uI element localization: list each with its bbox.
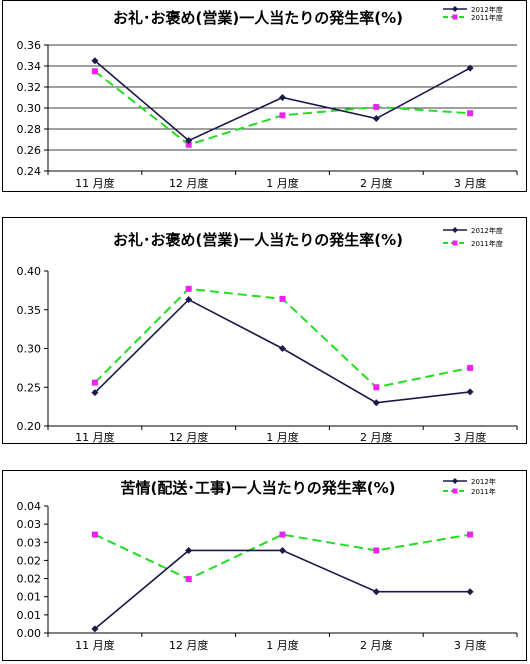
y-tick-label: 0.34 — [17, 60, 42, 73]
data-point-primary — [185, 546, 193, 554]
data-point-primary — [279, 345, 286, 352]
x-tick-label: 3 月度 — [454, 638, 487, 652]
y-tick-label: 0.40 — [17, 265, 42, 278]
x-tick-label: 1 月度 — [266, 430, 299, 444]
series-line-secondary — [94, 287, 471, 389]
x-tick-label: 1 月度 — [266, 176, 299, 190]
y-tick-label: 0.35 — [17, 304, 42, 317]
data-point-primary — [91, 625, 99, 633]
chart-title: お礼･お褒め(営業)一人当たりの発生率(%) — [113, 9, 403, 27]
x-tick-label: 2 月度 — [360, 430, 393, 444]
legend-label: 2012年 — [471, 477, 496, 486]
data-point-secondary — [373, 547, 380, 554]
chart-title: お礼･お褒め(営業)一人当たりの発生率(%) — [113, 231, 403, 249]
legend-label: 2012年度 — [471, 226, 503, 235]
y-tick-label: 0.02 — [17, 554, 42, 567]
data-point-primary — [466, 388, 474, 396]
y-tick-label: 0.04 — [17, 500, 42, 513]
chart-panel-1: お礼･お褒め(営業)一人当たりの発生率(%) 0.24 0.26 0.28 0.30 0.… — [2, 0, 527, 192]
data-point-primary — [279, 546, 286, 554]
legend-label: 2011年 — [471, 487, 496, 496]
data-point-secondary — [91, 68, 98, 75]
data-point-secondary — [185, 141, 192, 148]
legend-marker — [452, 478, 458, 484]
data-point-primary — [91, 57, 99, 65]
legend-marker — [452, 240, 458, 246]
y-tick-label: 0.20 — [17, 420, 42, 433]
x-tick-label: 2 月度 — [360, 638, 393, 652]
x-tick-label: 11 月度 — [75, 176, 115, 190]
data-point-secondary — [373, 384, 380, 391]
data-point-primary — [279, 94, 286, 101]
y-tick-label: 0.01 — [17, 591, 42, 604]
y-tick-label: 0.24 — [17, 165, 42, 178]
data-point-primary — [372, 399, 380, 407]
chart-2: お礼･お褒め(営業)一人当たりの発生率(%) 0.20 0.25 0.30 0.35 0.… — [17, 226, 518, 444]
data-point-secondary — [91, 379, 98, 386]
x-tick-label: 2 月度 — [360, 176, 393, 190]
data-point-primary — [372, 588, 380, 596]
data-point-primary — [466, 64, 474, 72]
y-tick-label: 0.01 — [17, 609, 42, 622]
y-tick-label: 0.30 — [17, 343, 42, 356]
data-point-secondary — [373, 103, 380, 110]
y-tick-label: 0.03 — [17, 518, 42, 531]
chart-panel-3: 苦情(配送･工事)一人当たりの発生率(%) 0.00 0.01 0.01 0.02 0.0… — [2, 470, 527, 661]
data-point-secondary — [279, 531, 286, 538]
x-tick-label: 12 月度 — [169, 638, 209, 652]
data-point-primary — [185, 296, 193, 304]
data-point-secondary — [467, 110, 474, 117]
y-tick-label: 0.28 — [17, 123, 42, 136]
chart-panel-2: お礼･お褒め(営業)一人当たりの発生率(%) 0.20 0.25 0.30 0.35 0.… — [2, 217, 527, 444]
legend-marker — [452, 227, 458, 233]
legend-label: 2011年度 — [471, 239, 503, 248]
data-point-secondary — [91, 531, 98, 538]
y-tick-label: 0.30 — [17, 102, 42, 115]
chart-1: お礼･お褒め(営業)一人当たりの発生率(%) 0.24 0.26 0.28 0.30 0.… — [17, 5, 518, 190]
data-point-secondary — [467, 364, 474, 371]
chart-title: 苦情(配送･工事)一人当たりの発生率(%) — [121, 479, 396, 497]
legend-marker — [452, 488, 458, 494]
data-point-secondary — [279, 112, 286, 119]
y-tick-label: 0.00 — [17, 627, 42, 640]
legend-label: 2011年度 — [471, 13, 503, 22]
y-tick-label: 0.26 — [17, 144, 42, 157]
x-tick-label: 11 月度 — [75, 638, 115, 652]
x-tick-label: 3 月度 — [454, 176, 487, 190]
series-line-secondary — [94, 533, 471, 581]
data-point-primary — [185, 137, 193, 145]
y-tick-label: 0.32 — [17, 81, 42, 94]
data-point-secondary — [185, 576, 192, 583]
data-point-secondary — [279, 295, 286, 302]
y-tick-label: 0.25 — [17, 381, 42, 394]
x-tick-label: 11 月度 — [75, 430, 115, 444]
x-tick-label: 3 月度 — [454, 430, 487, 444]
legend-marker — [452, 6, 458, 12]
data-point-primary — [91, 389, 99, 397]
y-tick-label: 0.02 — [17, 573, 42, 586]
legend-label: 2012年度 — [471, 5, 503, 14]
x-tick-label: 12 月度 — [169, 176, 209, 190]
x-tick-label: 12 月度 — [169, 430, 209, 444]
data-point-primary — [466, 588, 474, 596]
y-tick-label: 0.03 — [17, 536, 42, 549]
data-point-primary — [372, 115, 380, 122]
x-tick-label: 1 月度 — [266, 638, 299, 652]
data-point-secondary — [185, 285, 192, 292]
y-tick-label: 0.36 — [17, 39, 42, 52]
legend-marker — [452, 14, 458, 20]
data-point-secondary — [467, 531, 474, 538]
chart-3: 苦情(配送･工事)一人当たりの発生率(%) 0.00 0.01 0.01 0.02 0.0… — [17, 477, 518, 652]
